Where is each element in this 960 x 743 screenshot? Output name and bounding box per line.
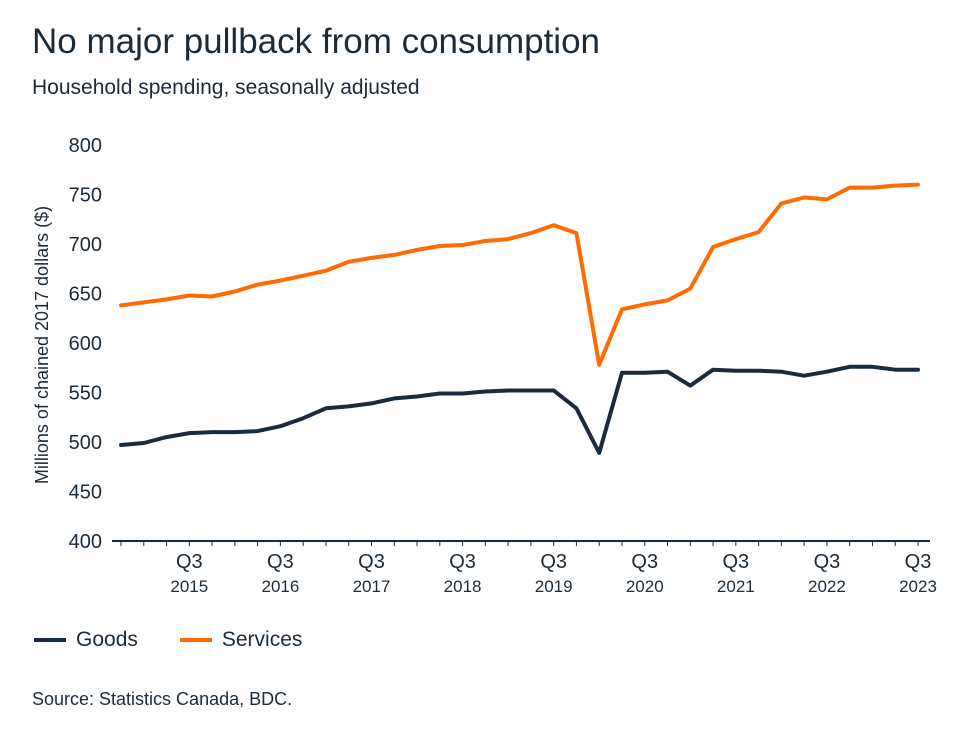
y-axis: 400 450 500 550 600 650 700 750 800 (69, 135, 102, 553)
x-tick-quarter: Q3 (905, 551, 932, 573)
y-tick-label: 600 (69, 333, 102, 355)
x-tick-year: 2018 (444, 577, 482, 596)
x-tick-year: 2022 (808, 577, 846, 596)
x-tick-year: 2021 (717, 577, 755, 596)
y-tick-label: 550 (69, 383, 102, 405)
x-tick-quarter: Q3 (267, 551, 294, 573)
y-tick-label: 700 (69, 234, 102, 256)
x-tick-year: 2015 (170, 577, 208, 596)
source-note: Source: Statistics Canada, BDC. (32, 689, 293, 709)
x-tick-quarter: Q3 (176, 551, 203, 573)
y-tick-label: 400 (69, 531, 102, 553)
series-line-services (119, 182, 920, 367)
legend-swatch-services (179, 638, 212, 642)
x-tick-year: 2017 (353, 577, 391, 596)
legend-item-services[interactable]: Services (179, 628, 303, 652)
x-tick-year: 2019 (535, 577, 573, 596)
y-tick-label: 750 (69, 185, 102, 207)
x-tick-year: 2016 (261, 577, 299, 596)
series-lines (119, 182, 920, 455)
x-tick-year: 2020 (626, 577, 664, 596)
x-tick-quarter: Q3 (631, 551, 658, 573)
x-tick-quarter: Q3 (358, 551, 385, 573)
x-tick-quarter: Q3 (540, 551, 567, 573)
legend-label-goods: Goods (76, 628, 138, 651)
series-line-goods (119, 364, 920, 455)
y-tick-label: 800 (69, 135, 102, 157)
chart-title: No major pullback from consumption (32, 22, 601, 61)
x-axis: Q3 2015 Q3 2016 Q3 2017 Q3 2018 Q3 2019 Q3 2020 Q3 20… (112, 540, 937, 596)
x-tick-quarter: Q3 (814, 551, 841, 573)
y-axis-label: Millions of chained 2017 dollars ($) (32, 206, 52, 484)
y-tick-label: 500 (69, 432, 102, 454)
legend-item-goods[interactable]: Goods (34, 628, 138, 652)
legend-swatch-goods (34, 638, 66, 642)
chart-subtitle: Household spending, seasonally adjusted (32, 76, 420, 99)
y-tick-label: 450 (69, 482, 102, 504)
y-tick-label: 650 (69, 284, 102, 306)
x-tick-year: 2023 (899, 577, 937, 596)
x-tick-quarter: Q3 (722, 551, 749, 573)
legend: Goods Services (34, 628, 344, 652)
legend-label-services: Services (221, 628, 303, 651)
x-tick-quarter: Q3 (449, 551, 476, 573)
